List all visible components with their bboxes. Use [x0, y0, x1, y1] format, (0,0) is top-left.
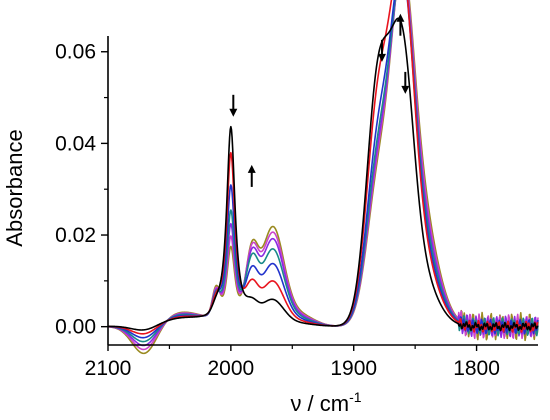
- arrow-up-2: [247, 164, 256, 187]
- y-tick-label: 0.04: [55, 132, 96, 155]
- x-axis-title: ν / cm-1: [290, 389, 361, 416]
- arrow-up-4: [396, 13, 405, 36]
- x-tick-label: 1900: [330, 357, 377, 380]
- series-line-6: [107, 0, 539, 351]
- x-axis-title-main: ν / cm: [290, 391, 349, 416]
- arrow-head: [401, 85, 410, 94]
- arrow-down-1: [229, 94, 238, 117]
- series-line-2: [107, 0, 539, 335]
- x-axis-title-superscript: -1: [349, 389, 362, 405]
- series-layer: [107, 0, 539, 355]
- arrow-head: [229, 108, 238, 117]
- y-tick-label: 0.02: [55, 224, 96, 247]
- x-tick-label: 1800: [453, 357, 500, 380]
- series-line-1: [107, 17, 539, 332]
- arrow-head: [247, 164, 256, 173]
- x-tick-label: 2100: [85, 357, 132, 380]
- axis-layer: 2100 2000 1900 1800 0.00 0.02 0.04 0.06: [55, 36, 538, 380]
- x-tick-label: 2000: [207, 357, 254, 380]
- series-line-7: [107, 0, 539, 355]
- arrow-layer: [229, 13, 410, 187]
- arrow-head: [377, 53, 386, 62]
- y-tick-label: 0.00: [55, 316, 96, 339]
- arrow-down-5: [401, 71, 410, 94]
- series-line-3: [107, 0, 539, 339]
- y-axis-title: Absorbance: [2, 129, 27, 246]
- y-tick-label: 0.06: [55, 41, 96, 64]
- series-line-5: [107, 0, 539, 347]
- series-line-4: [107, 0, 539, 343]
- arrow-head: [396, 13, 405, 22]
- arrow-down-3: [377, 39, 386, 62]
